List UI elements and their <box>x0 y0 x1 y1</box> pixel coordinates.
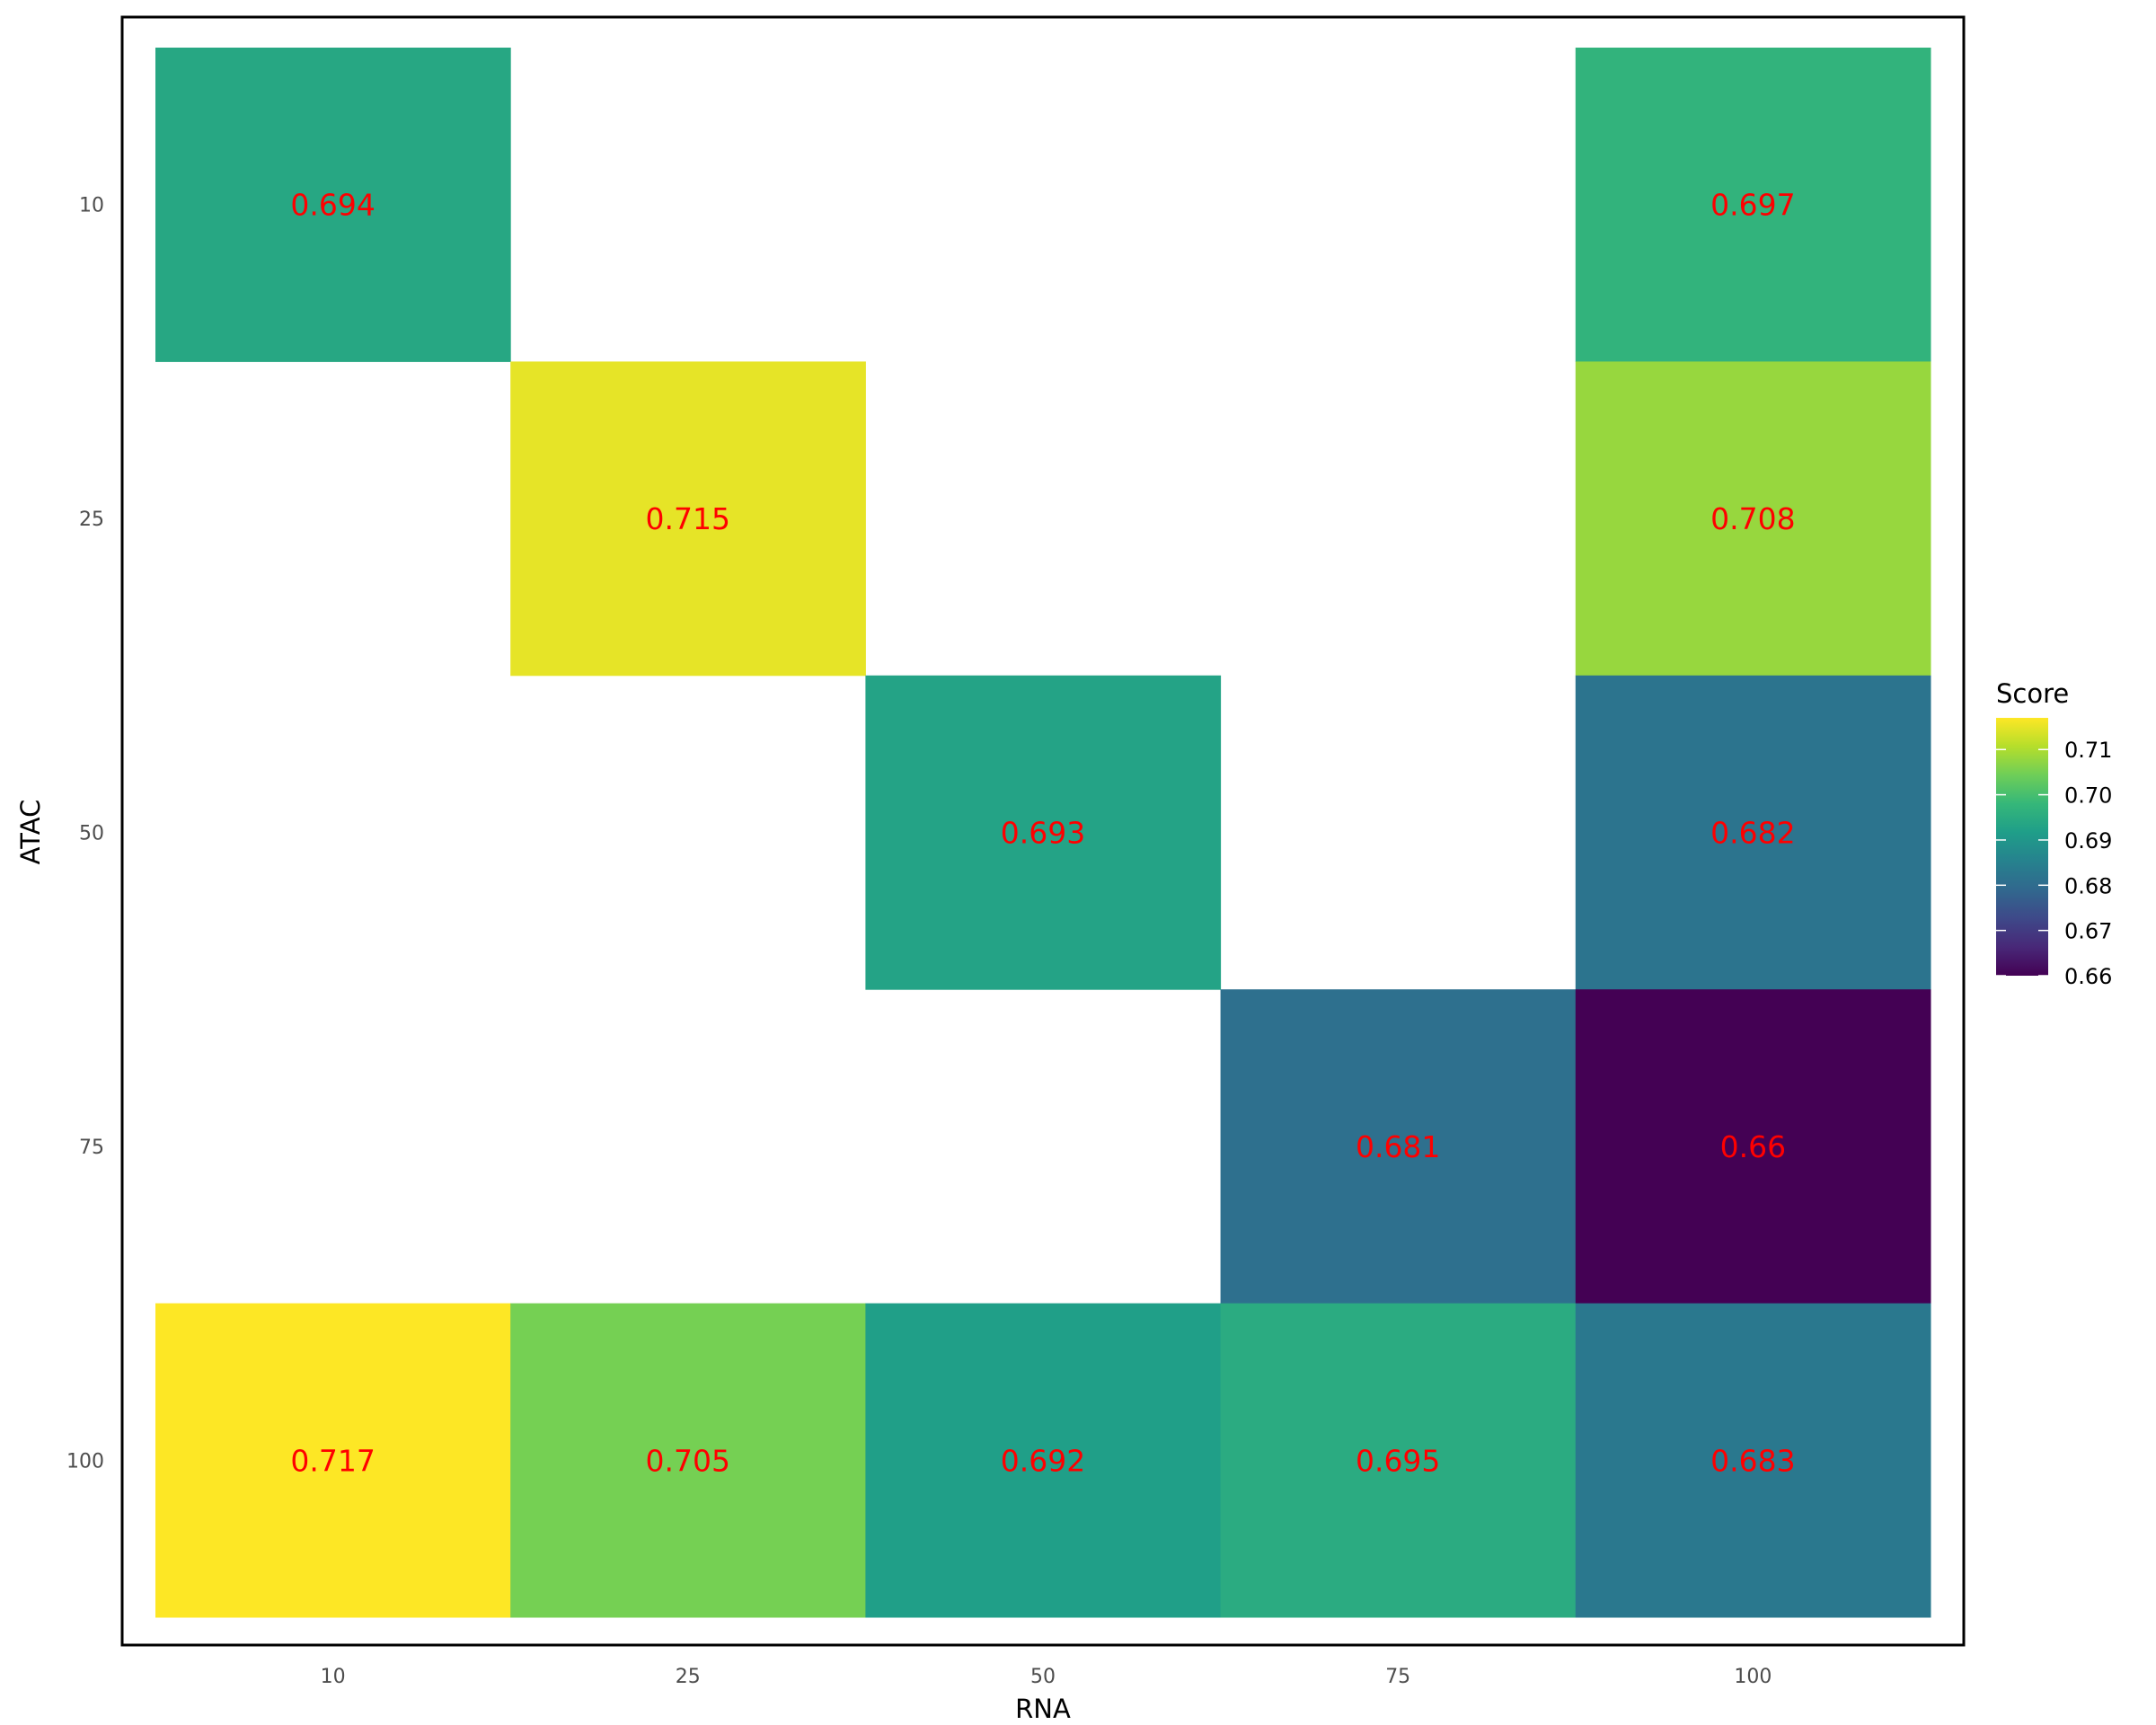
x-tick-label: 50 <box>1030 1666 1056 1688</box>
heatmap-cell <box>510 1303 866 1618</box>
tiles: 0.694 0.697 0.715 0.708 0.693 0.682 0.681 0.66 0… <box>155 48 1931 1618</box>
y-tick-label: 75 <box>79 1137 104 1159</box>
y-tick-label: 100 <box>66 1450 104 1473</box>
legend-tick-label: 0.68 <box>2064 873 2112 898</box>
heatmap-cell <box>1575 361 1931 677</box>
heatmap-cell <box>1575 675 1931 990</box>
heatmap-cell <box>1220 1303 1577 1618</box>
cell-label: 0.694 <box>290 188 375 223</box>
cell-label: 0.682 <box>1710 816 1795 851</box>
y-tick-label: 10 <box>79 195 104 217</box>
legend-title: Score <box>1996 678 2069 709</box>
legend-tick-label: 0.69 <box>2064 828 2112 854</box>
cell-label: 0.697 <box>1710 188 1795 223</box>
heatmap-cell <box>510 361 866 677</box>
cell-label: 0.695 <box>1356 1443 1440 1478</box>
cell-label: 0.66 <box>1720 1129 1786 1164</box>
cell-label: 0.715 <box>646 501 730 536</box>
heatmap-cell <box>1575 1303 1931 1618</box>
x-tick-label: 25 <box>676 1666 701 1688</box>
legend-tick-label: 0.66 <box>2064 964 2112 989</box>
cell-label: 0.683 <box>1710 1443 1795 1478</box>
y-axis-title: ATAC <box>15 800 46 865</box>
x-tick-label: 10 <box>321 1666 346 1688</box>
panel-border <box>120 15 1966 1647</box>
heatmap-cell <box>155 1303 511 1618</box>
cell-label: 0.705 <box>646 1443 730 1478</box>
heatmap-cell <box>865 675 1222 990</box>
heatmap-cell <box>1575 989 1931 1305</box>
cell-label: 0.708 <box>1710 501 1795 536</box>
heatmap-cell <box>155 48 511 362</box>
heatmap-cell <box>865 1303 1222 1618</box>
cell-label: 0.681 <box>1356 1129 1440 1164</box>
cell-label: 0.692 <box>1001 1443 1085 1478</box>
heatmap-cell <box>1575 48 1931 362</box>
x-tick-label: 75 <box>1385 1666 1410 1688</box>
x-tick-label: 100 <box>1734 1666 1772 1688</box>
x-axis-title: RNA <box>1015 1694 1071 1724</box>
legend-colorbar <box>1996 718 2048 976</box>
y-tick-label: 25 <box>79 509 104 531</box>
cell-label: 0.693 <box>1001 816 1085 851</box>
y-tick-label: 50 <box>79 823 104 845</box>
heatmap-cell <box>1220 989 1577 1305</box>
legend-tick-label: 0.67 <box>2064 919 2112 944</box>
cell-label: 0.717 <box>290 1443 375 1478</box>
legend-tick-label: 0.70 <box>2064 783 2112 809</box>
legend-tick-label: 0.71 <box>2064 738 2112 763</box>
